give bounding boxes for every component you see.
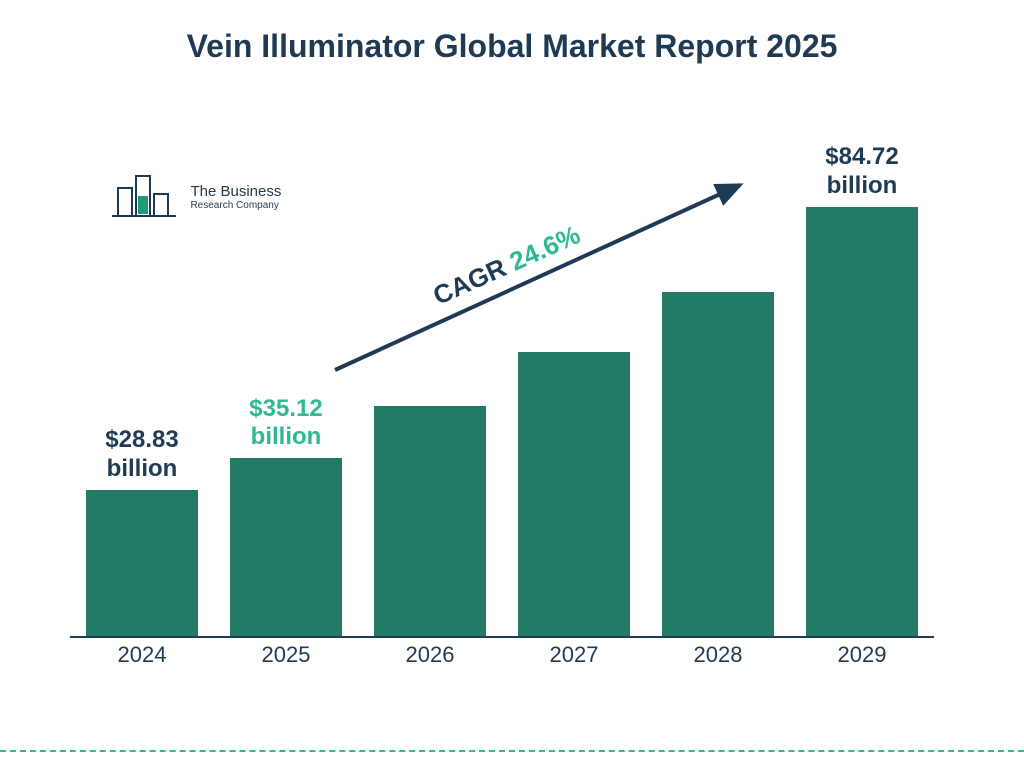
x-axis-line (70, 636, 934, 638)
bar-value-label: $28.83billion (67, 426, 217, 484)
x-axis-tick-label: 2028 (646, 642, 790, 678)
x-axis-labels: 202420252026202720282029 (70, 642, 934, 678)
bottom-dashed-divider (0, 750, 1024, 752)
bars-group: $28.83billion$35.12billion $84.72 billion (70, 155, 934, 636)
bar-value-label: $35.12billion (211, 395, 361, 453)
x-axis-tick-label: 2025 (214, 642, 358, 678)
chart-container: Vein Illuminator Global Market Report 20… (0, 0, 1024, 768)
x-axis-tick-label: 2029 (790, 642, 934, 678)
page-title: Vein Illuminator Global Market Report 20… (0, 28, 1024, 65)
bar (230, 458, 342, 636)
x-axis-tick-label: 2027 (502, 642, 646, 678)
bar-slot: $35.12billion (214, 155, 358, 636)
x-axis-tick-label: 2026 (358, 642, 502, 678)
bar (374, 406, 486, 636)
bar (86, 490, 198, 636)
x-axis-tick-label: 2024 (70, 642, 214, 678)
bar (518, 352, 630, 636)
bar (662, 292, 774, 636)
bar-slot: $84.72 billion (790, 155, 934, 636)
bar-value-label: $84.72 billion (787, 143, 937, 201)
bar-chart: $28.83billion$35.12billion $84.72 billion… (70, 155, 934, 678)
bar-slot (358, 155, 502, 636)
bar (806, 207, 918, 636)
bar-slot: $28.83billion (70, 155, 214, 636)
bar-slot (646, 155, 790, 636)
